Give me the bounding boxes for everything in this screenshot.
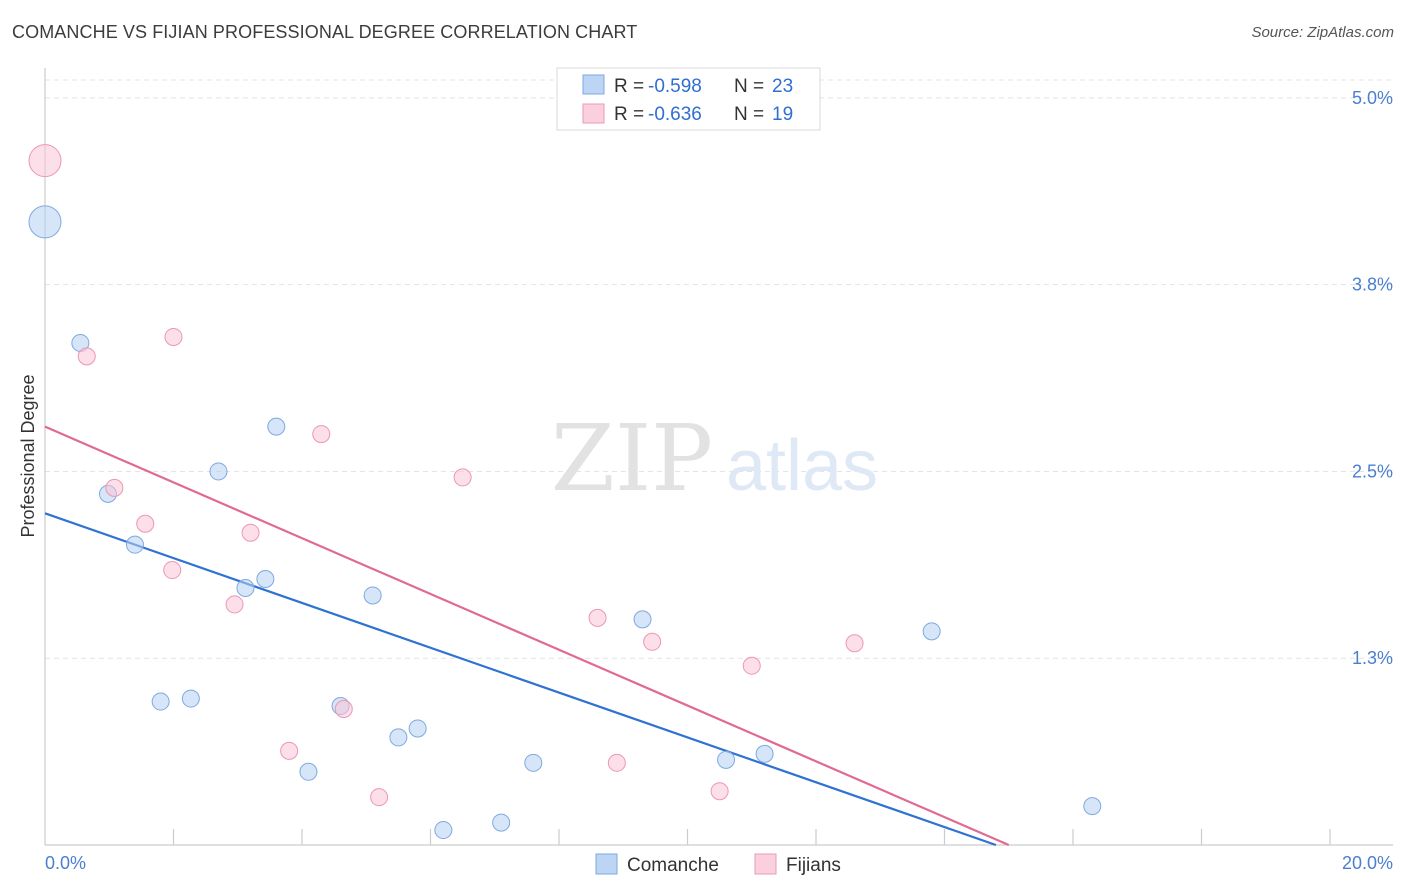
chart-source: Source: ZipAtlas.com <box>1251 24 1394 41</box>
x-tick-label-min: 0.0% <box>45 853 86 873</box>
point-fijians <box>105 478 124 497</box>
point-comanche <box>717 750 736 769</box>
watermark-atlas: atlas <box>726 426 878 506</box>
point-comanche <box>256 570 275 589</box>
y-axis-label: Professional Degree <box>18 374 38 537</box>
watermark: ZIP atlas <box>551 405 878 512</box>
point-fijians <box>28 144 62 178</box>
point-comanche <box>209 462 228 481</box>
point-comanche <box>1083 797 1102 816</box>
point-fijians <box>225 595 244 614</box>
series-legend-swatch-fijians <box>754 853 777 875</box>
point-comanche <box>151 692 170 711</box>
y-tick-label: 5.0% <box>1352 88 1393 108</box>
point-fijians <box>370 788 389 807</box>
point-fijians <box>312 425 331 444</box>
x-tick-label-max: 20.0% <box>1342 853 1393 873</box>
legend-n-value-comanche: 23 <box>772 76 793 97</box>
y-tick-label: 2.5% <box>1352 461 1393 481</box>
trend-lines <box>44 425 1010 847</box>
point-fijians <box>334 700 353 719</box>
point-comanche <box>492 813 511 832</box>
legend-n-label-fijians: N = <box>734 104 764 125</box>
x-tick-marks <box>172 829 1331 845</box>
point-fijians <box>77 347 96 366</box>
point-comanche <box>267 417 286 436</box>
point-comanche <box>125 535 144 554</box>
legend-n-value-fijians: 19 <box>772 104 793 125</box>
point-fijians <box>710 782 729 801</box>
point-comanche <box>922 622 941 641</box>
point-comanche <box>28 205 62 239</box>
point-comanche <box>299 762 318 781</box>
legend-r-label-comanche: R = <box>614 76 644 97</box>
point-comanche <box>363 586 382 605</box>
point-fijians <box>643 632 662 651</box>
axes <box>44 68 1393 846</box>
point-comanche <box>434 821 453 840</box>
series-legend-label-fijians: Fijians <box>786 855 841 876</box>
legend-n-label-comanche: N = <box>734 76 764 97</box>
point-comanche <box>389 728 408 747</box>
series-legend-swatch-comanche <box>595 853 618 875</box>
point-fijians <box>164 327 183 346</box>
stats-legend: R = -0.598 N = 23 R = -0.636 N = 19 <box>556 67 821 131</box>
legend-r-value-fijians: -0.636 <box>648 104 702 125</box>
series-legend-label-comanche: Comanche <box>627 855 719 876</box>
y-tick-label: 3.8% <box>1352 275 1393 295</box>
point-comanche <box>236 578 255 597</box>
trend-line-fijians <box>44 425 1010 847</box>
point-comanche <box>524 753 543 772</box>
legend-r-value-comanche: -0.598 <box>648 76 702 97</box>
point-comanche <box>408 719 427 738</box>
point-fijians <box>163 561 182 580</box>
grid-lines <box>45 79 1393 659</box>
legend-r-label-fijians: R = <box>614 104 644 125</box>
point-fijians <box>845 634 864 653</box>
point-fijians <box>241 523 260 542</box>
series-legend: Comanche Fijians <box>595 853 841 876</box>
y-tick-label: 1.3% <box>1352 648 1393 668</box>
trend-line-comanche <box>44 512 997 847</box>
legend-swatch-fijians <box>582 103 605 124</box>
y-tick-labels: 1.3% 2.5% 3.8% 5.0% <box>1352 88 1393 668</box>
chart-title: COMANCHE VS FIJIAN PROFESSIONAL DEGREE C… <box>12 22 638 42</box>
point-fijians <box>742 656 761 675</box>
point-fijians <box>136 514 155 533</box>
point-fijians <box>607 753 626 772</box>
point-fijians <box>588 608 607 627</box>
point-fijians <box>453 468 472 487</box>
point-comanche <box>633 610 652 629</box>
watermark-zip: ZIP <box>551 405 713 512</box>
point-fijians <box>280 741 299 760</box>
data-points <box>28 144 1102 840</box>
legend-swatch-comanche <box>582 74 605 95</box>
point-comanche <box>181 689 200 708</box>
point-comanche <box>755 744 774 763</box>
